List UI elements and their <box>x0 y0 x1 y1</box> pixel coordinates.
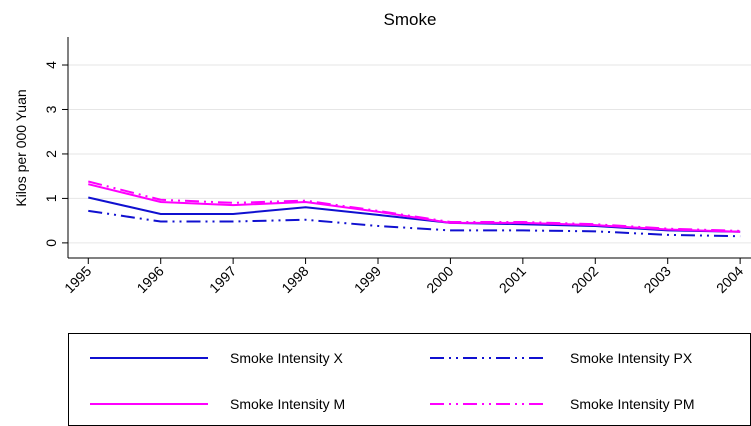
y-axis-label: Kilos per 000 Yuan <box>13 89 29 206</box>
x-tick-label: 1998 <box>278 263 311 296</box>
x-tick-label: 2000 <box>423 263 456 296</box>
y-tick-label: 3 <box>43 105 59 113</box>
chart-title: Smoke <box>384 10 437 29</box>
series-line <box>88 209 741 238</box>
x-tick-label: 2002 <box>568 263 601 296</box>
x-tick-label: 1999 <box>351 263 384 296</box>
series-line <box>88 180 741 232</box>
x-tick-label: 2001 <box>496 263 529 296</box>
legend-label: Smoke Intensity PM <box>570 396 695 412</box>
y-tick-label: 4 <box>43 61 59 69</box>
legend-label: Smoke Intensity M <box>230 396 345 412</box>
x-tick-label: 2004 <box>713 263 746 296</box>
x-tick-label: 2003 <box>640 263 673 296</box>
x-tick-label: 1996 <box>133 263 166 296</box>
x-tick-label: 1995 <box>61 263 94 296</box>
y-tick-label: 2 <box>43 150 59 158</box>
legend-box <box>68 333 751 426</box>
legend-label: Smoke Intensity X <box>230 350 343 366</box>
x-tick-label: 1997 <box>206 263 239 296</box>
series-line <box>88 183 741 233</box>
legend-label: Smoke Intensity PX <box>570 350 693 366</box>
y-tick-label: 0 <box>43 239 59 247</box>
y-tick-label: 1 <box>43 194 59 202</box>
